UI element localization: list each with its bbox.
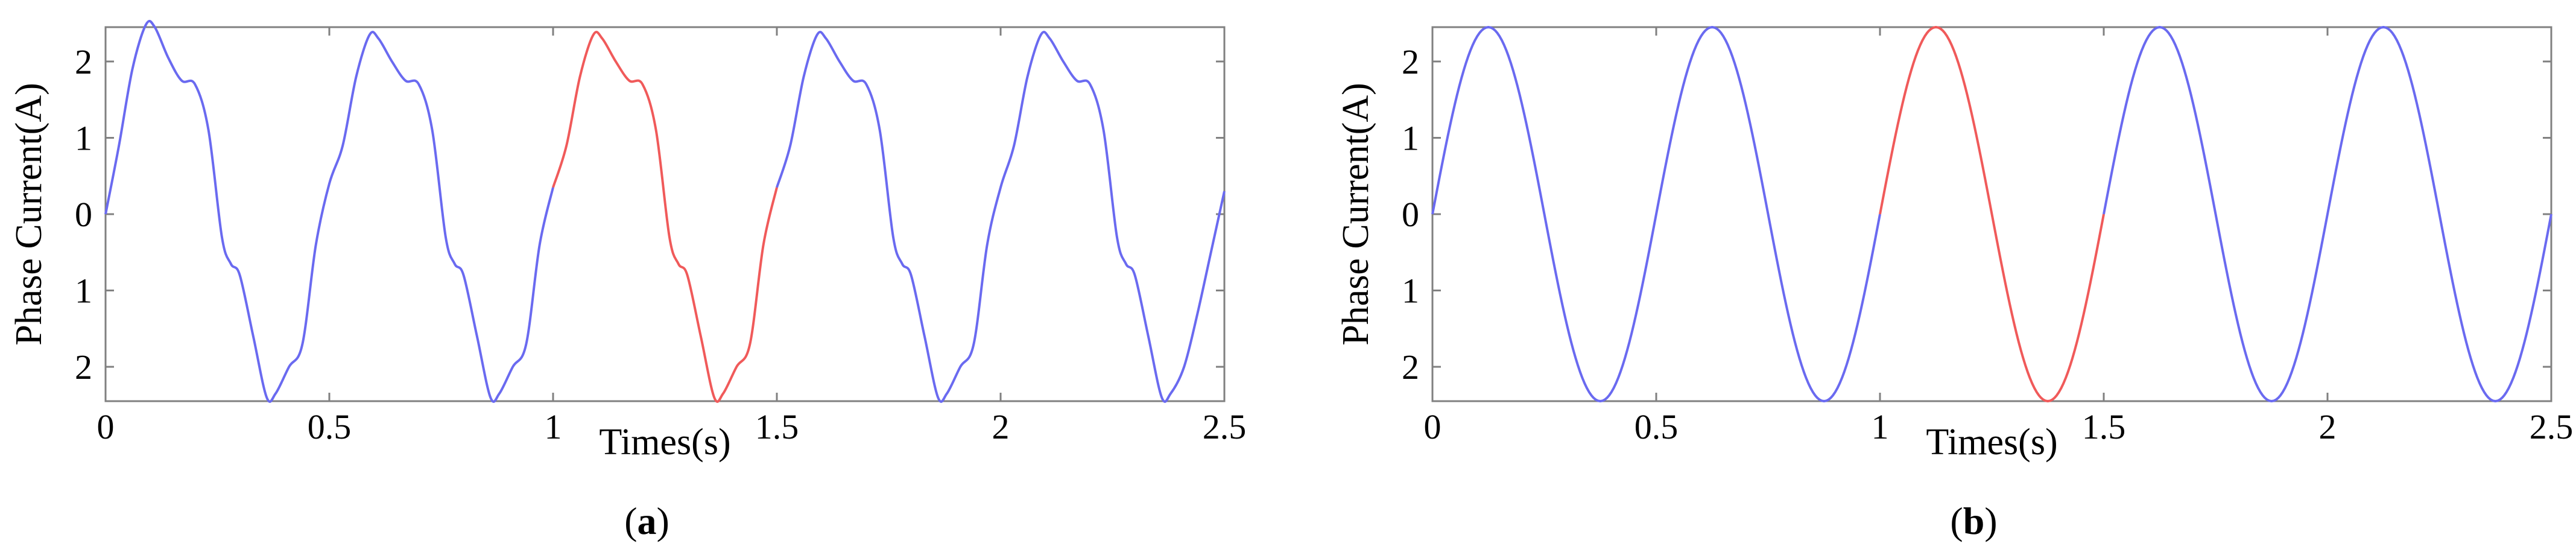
x-tick-label: 2 bbox=[992, 407, 1010, 446]
plot-frame bbox=[104, 26, 1226, 402]
chart-a-svg: 0 0.5 1 1.5 2 2.5 2 1 0 1 2 Times(s) Phase Current(A… bbox=[8, 19, 1247, 542]
x-tick-label: 1.5 bbox=[755, 407, 799, 446]
x-tick-label: 2.5 bbox=[2530, 407, 2574, 446]
x-tick-label: 1 bbox=[1872, 407, 1889, 446]
x-axis-label: Times(s) bbox=[599, 422, 730, 463]
x-tick-label: 1 bbox=[545, 407, 562, 446]
x-tick-label: 1.5 bbox=[2082, 407, 2126, 446]
y-tick-label: 1 bbox=[1402, 118, 1419, 157]
series-line-0 bbox=[104, 19, 554, 403]
y-axis-label: Phase Current(A) bbox=[1335, 83, 1376, 346]
chart-panel-b: 0 0.5 1 1.5 2 2.5 2 1 0 1 2 Times(s) Phase Current(A… bbox=[1327, 0, 2576, 558]
x-tick-label: 0 bbox=[1424, 407, 1441, 446]
y-tick-label: 2 bbox=[75, 347, 92, 387]
y-tick-label: 0 bbox=[75, 195, 92, 234]
y-tick-label: 2 bbox=[1402, 347, 1419, 387]
y-tick-label: 2 bbox=[75, 42, 92, 81]
series-line-2 bbox=[776, 31, 1226, 403]
x-tick-label: 0 bbox=[97, 407, 115, 446]
y-tick-label: 2 bbox=[1402, 42, 1419, 81]
caption-letter: b bbox=[1963, 499, 1985, 542]
y-tick-label: 1 bbox=[75, 271, 92, 311]
x-tick-label: 2.5 bbox=[1203, 407, 1247, 446]
chart-panel-a: 0 0.5 1 1.5 2 2.5 2 1 0 1 2 Times(s) Phase Current(A… bbox=[8, 19, 1247, 542]
x-tick-label: 2 bbox=[2319, 407, 2337, 446]
x-tick-label: 0.5 bbox=[1635, 407, 1679, 446]
series-line-0 bbox=[1431, 26, 1881, 402]
y-axis-label: Phase Current(A) bbox=[8, 83, 49, 346]
y-tick-label: 0 bbox=[1402, 195, 1419, 234]
series-line-1 bbox=[1879, 26, 2105, 402]
x-tick-label: 0.5 bbox=[308, 407, 352, 446]
series-line-1 bbox=[552, 31, 778, 403]
caption-letter: a bbox=[638, 499, 657, 542]
series-line-2 bbox=[2103, 26, 2552, 402]
figure-caption: (b) bbox=[1950, 499, 1997, 542]
chart-b-svg: 0 0.5 1 1.5 2 2.5 2 1 0 1 2 Times(s) Phase Current(A… bbox=[1335, 26, 2574, 542]
y-tick-label: 1 bbox=[1402, 271, 1419, 311]
figure-caption: (a) bbox=[624, 499, 669, 542]
y-tick-label: 1 bbox=[75, 118, 92, 157]
x-axis-label: Times(s) bbox=[1926, 422, 2057, 463]
